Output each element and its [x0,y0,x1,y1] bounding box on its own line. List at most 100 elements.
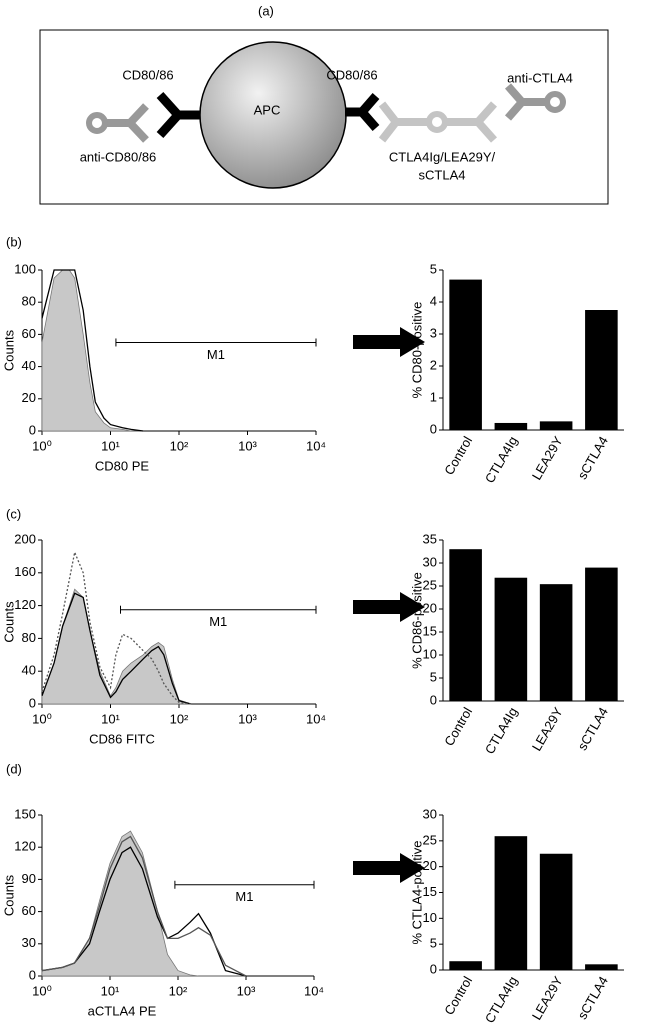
x-tick-label: sCTLA4 [574,434,610,482]
y-tick-label: 2 [430,357,437,372]
y-tick-label: 10 [423,910,437,925]
bar [449,961,482,970]
x-tick-label: 10⁴ [304,983,324,998]
panel-label: (b) [6,234,22,249]
x-tick-label: LEA29Y [529,704,566,753]
y-tick-label: 15 [423,623,437,638]
x-tick-label: 10¹ [101,983,120,998]
y-tick-label: 90 [22,871,36,886]
diagram-frame [39,29,609,205]
x-tick-label: LEA29Y [529,433,566,482]
y-tick-label: 1 [430,389,437,404]
histogram-area [41,830,246,977]
bar [494,836,528,970]
diagram-label: CD80/86 [122,67,173,82]
y-tick-label: 20 [423,858,437,873]
panel-label: (c) [6,506,21,521]
x-tick-label: 10¹ [101,438,120,453]
x-tick-label: 10³ [238,711,257,726]
y-tick-label: 25 [423,577,437,592]
bar [494,577,528,701]
panel-label: (a) [258,3,274,18]
diagram-label: APC [254,102,281,117]
right-antibody [504,83,566,121]
y-axis-label: % CD86-positive [409,572,424,669]
y-tick-label: 80 [22,294,36,309]
x-tick-label: 10³ [237,983,256,998]
right-receptor [345,93,380,131]
histogram-line [41,269,144,432]
x-tick-label: Control [441,974,475,1018]
y-tick-label: 15 [423,884,437,899]
x-tick-label: 10⁴ [306,438,326,453]
x-tick-label: 10² [169,983,188,998]
y-tick-label: 30 [423,806,437,821]
y-tick-label: 0 [29,967,36,982]
bar [585,964,618,970]
y-axis-label: Counts [1,329,16,371]
y-axis-label: % CTLA4-positive [409,840,424,944]
arrow [353,853,425,883]
x-axis-label: aCTLA4 PE [88,1003,157,1018]
diagram-label: anti-CTLA4 [507,70,573,85]
left-antibody [86,103,149,143]
y-tick-label: 0 [29,422,36,437]
y-tick-label: 150 [14,806,36,821]
y-tick-label: 10 [423,646,437,661]
x-tick-label: 10⁰ [32,711,52,726]
x-tick-label: 10² [170,438,189,453]
y-tick-label: 3 [430,325,437,340]
histogram-line [41,846,247,977]
diagram-label: sCTLA4 [419,167,466,182]
x-tick-label: LEA29Y [529,973,566,1022]
bar [539,421,573,430]
y-tick-label: 100 [14,261,36,276]
x-tick-label: 10⁴ [306,711,326,726]
y-tick-label: 4 [430,293,437,308]
histogram-area [41,269,144,432]
y-tick-label: 5 [430,936,437,951]
gate-label: M1 [207,347,225,362]
left-receptor [156,91,202,139]
x-tick-label: 10² [170,711,189,726]
y-tick-label: 35 [423,531,437,546]
x-tick-label: Control [441,434,475,478]
y-axis-label: Counts [1,874,16,916]
x-tick-label: CTLA4Ig [482,974,521,1026]
panel-label: (d) [6,761,22,776]
y-axis-label: Counts [1,601,16,643]
y-tick-label: 60 [22,903,36,918]
gate-label: M1 [209,614,227,629]
y-tick-label: 20 [22,390,36,405]
ligand [378,101,497,143]
y-tick-label: 20 [423,600,437,615]
diagram-label: CTLA4Ig/LEA29Y/ [389,149,496,164]
y-tick-label: 40 [22,663,36,678]
bar [449,279,482,430]
bar [494,422,528,430]
bar [539,853,573,970]
histogram-line [41,835,247,977]
y-tick-label: 25 [423,832,437,847]
x-tick-label: sCTLA4 [574,705,610,753]
y-tick-label: 120 [14,839,36,854]
y-axis-label: % CD80-positive [409,302,424,399]
y-tick-label: 0 [29,695,36,710]
diagram-label: anti-CD80/86 [80,149,157,164]
x-tick-label: 10⁰ [32,983,52,998]
y-tick-label: 5 [430,669,437,684]
y-tick-label: 30 [22,935,36,950]
y-tick-label: 0 [430,692,437,707]
x-tick-label: 10¹ [101,711,120,726]
y-tick-label: 80 [22,630,36,645]
arrow [353,592,425,622]
x-axis-label: CD80 PE [95,458,150,473]
y-tick-label: 160 [14,564,36,579]
bar [539,584,573,701]
x-tick-label: Control [441,705,475,749]
arrow [353,327,425,357]
y-tick-label: 0 [430,961,437,976]
histogram-line [41,550,192,705]
